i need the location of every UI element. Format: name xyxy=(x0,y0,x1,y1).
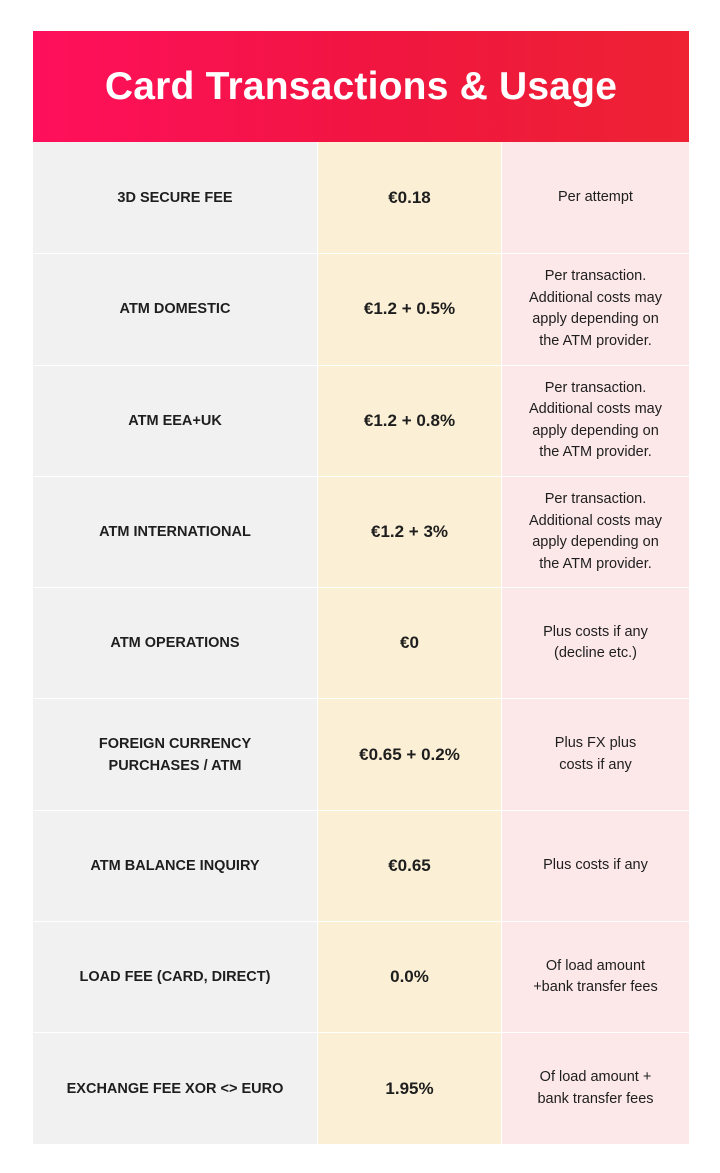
fee-value: €0.18 xyxy=(388,187,431,207)
fee-note: Plus costs if any (decline etc.) xyxy=(543,623,648,662)
fee-value: €0 xyxy=(400,633,419,653)
fee-label: EXCHANGE FEE XOR <> EURO xyxy=(66,1080,284,1097)
table-row: FOREIGN CURRENCY PURCHASES / ATM €0.65 +… xyxy=(33,698,689,810)
fee-note-cell: Per transaction. Additional costs may ap… xyxy=(502,364,689,476)
table-title: Card Transactions & Usage xyxy=(104,64,618,108)
table-row: ATM INTERNATIONAL €1.2 + 3% Per transact… xyxy=(33,475,689,588)
table-row: ATM DOMESTIC €1.2 + 0.5% Per transaction… xyxy=(33,253,689,365)
fee-label-cell: EXCHANGE FEE XOR <> EURO xyxy=(33,1032,318,1144)
fee-label-cell: ATM INTERNATIONAL xyxy=(33,475,318,588)
fee-label: 3D SECURE FEE xyxy=(117,189,233,206)
fee-label-cell: FOREIGN CURRENCY PURCHASES / ATM xyxy=(33,698,318,810)
fee-label: ATM DOMESTIC xyxy=(119,301,231,318)
fee-note-cell: Plus FX plus costs if any xyxy=(502,698,689,810)
fee-note-cell: Of load amount + bank transfer fees xyxy=(502,1032,689,1144)
fee-value-cell: 1.95% xyxy=(318,1032,502,1144)
fee-value: 1.95% xyxy=(385,1078,434,1098)
table-row: ATM EEA+UK €1.2 + 0.8% Per transaction. … xyxy=(33,364,689,476)
fee-value: 0.0% xyxy=(390,967,429,987)
fee-value-cell: €0.18 xyxy=(318,142,502,254)
fee-note: Plus FX plus costs if any xyxy=(554,735,637,773)
fee-label: LOAD FEE (CARD, DIRECT) xyxy=(79,969,271,986)
fee-value: €0.65 xyxy=(388,855,431,875)
table-row: ATM BALANCE INQUIRY €0.65 Plus costs if … xyxy=(33,809,689,922)
fee-value-cell: €1.2 + 0.8% xyxy=(318,364,502,476)
fee-label: ATM BALANCE INQUIRY xyxy=(90,857,260,874)
table-header: Card Transactions & Usage xyxy=(33,31,689,142)
fee-value-cell: €0 xyxy=(318,587,502,699)
table-row: ATM OPERATIONS €0 Plus costs if any (dec… xyxy=(33,587,689,699)
fee-note-cell: Per transaction. Additional costs may ap… xyxy=(502,253,689,365)
fee-note: Per transaction. Additional costs may ap… xyxy=(529,268,662,349)
fee-note-cell: Per attempt xyxy=(502,142,689,254)
fee-value: €1.2 + 3% xyxy=(370,522,449,542)
fee-note: Per transaction. Additional costs may ap… xyxy=(529,491,662,572)
fee-rows: 3D SECURE FEE €0.18 Per attempt ATM DOME… xyxy=(33,142,689,1144)
fee-label: FOREIGN CURRENCY PURCHASES / ATM xyxy=(98,735,252,774)
fee-label: ATM OPERATIONS xyxy=(110,635,240,652)
fee-note: Plus costs if any xyxy=(543,857,648,874)
table-row: 3D SECURE FEE €0.18 Per attempt xyxy=(33,142,689,254)
fee-table-card: Card Transactions & Usage 3D SECURE FEE … xyxy=(33,31,689,1144)
fee-note-cell: Per transaction. Additional costs may ap… xyxy=(502,475,689,588)
fee-note-cell: Plus costs if any xyxy=(502,809,689,922)
fee-note: Per transaction. Additional costs may ap… xyxy=(529,379,662,461)
fee-label-cell: ATM EEA+UK xyxy=(33,364,318,476)
fee-label-cell: ATM DOMESTIC xyxy=(33,253,318,365)
fee-label: ATM INTERNATIONAL xyxy=(99,524,251,541)
fee-value-cell: €1.2 + 3% xyxy=(318,475,502,588)
fee-value-cell: €1.2 + 0.5% xyxy=(318,253,502,365)
fee-note: Per attempt xyxy=(558,188,633,205)
table-row: LOAD FEE (CARD, DIRECT) 0.0% Of load amo… xyxy=(33,921,689,1033)
fee-note: Of load amount +bank transfer fees xyxy=(533,957,658,996)
table-row: EXCHANGE FEE XOR <> EURO 1.95% Of load a… xyxy=(33,1032,689,1144)
fee-note-cell: Of load amount +bank transfer fees xyxy=(502,921,689,1033)
fee-note: Of load amount + bank transfer fees xyxy=(537,1069,654,1107)
fee-label-cell: LOAD FEE (CARD, DIRECT) xyxy=(33,921,318,1033)
fee-label: ATM EEA+UK xyxy=(128,412,222,429)
fee-label-cell: ATM OPERATIONS xyxy=(33,587,318,699)
fee-value-cell: €0.65 + 0.2% xyxy=(318,698,502,810)
fee-value: €0.65 + 0.2% xyxy=(359,744,460,764)
fee-value: €1.2 + 0.5% xyxy=(363,299,456,319)
fee-label-cell: ATM BALANCE INQUIRY xyxy=(33,809,318,922)
fee-value-cell: 0.0% xyxy=(318,921,502,1033)
fee-value: €1.2 + 0.8% xyxy=(363,410,456,430)
fee-note-cell: Plus costs if any (decline etc.) xyxy=(502,587,689,699)
fee-value-cell: €0.65 xyxy=(318,809,502,922)
fee-label-cell: 3D SECURE FEE xyxy=(33,142,318,254)
